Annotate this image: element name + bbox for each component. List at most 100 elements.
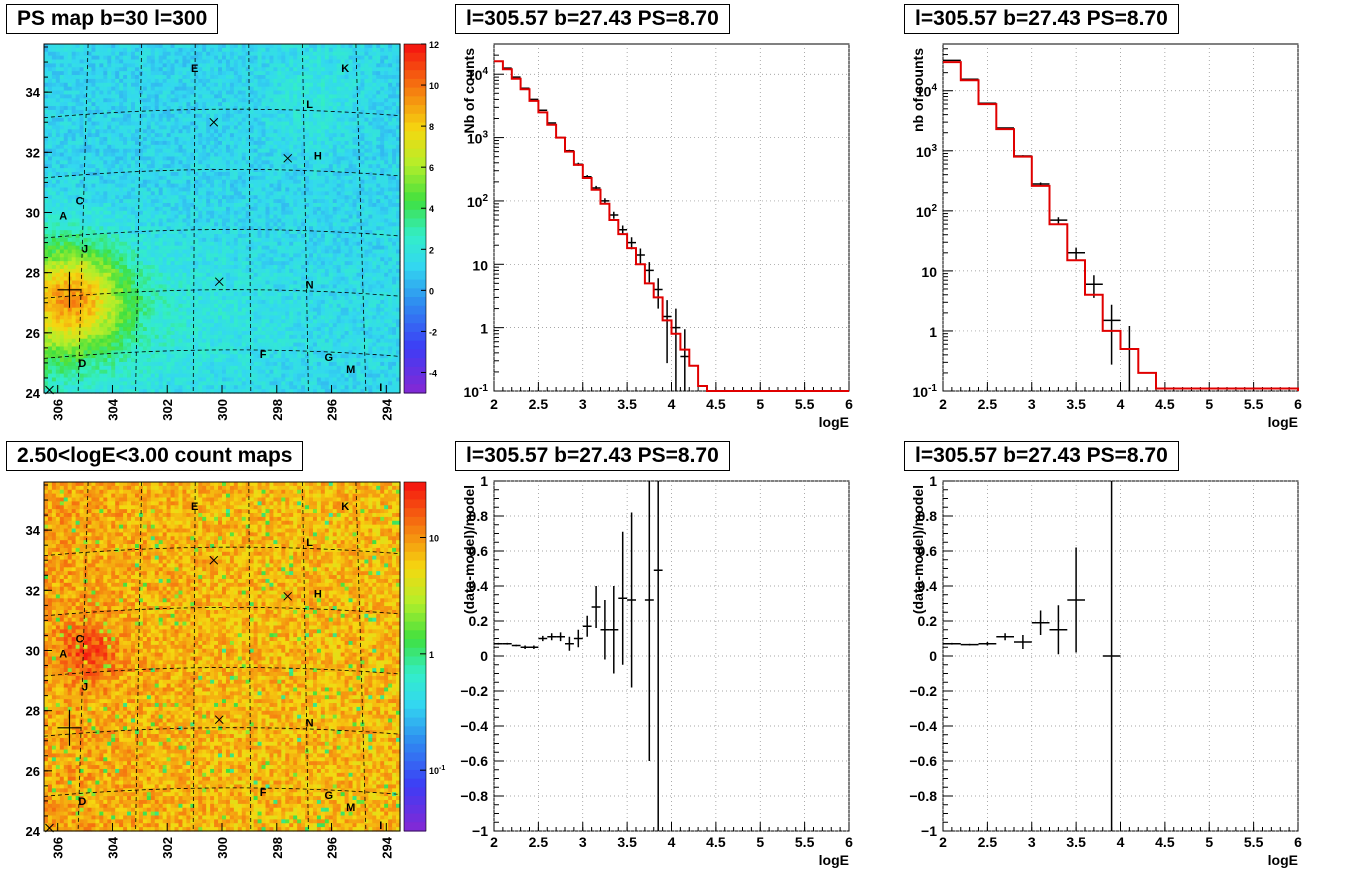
count-x-tick-label: 302 <box>160 837 175 859</box>
count-colorbar-tick-label: 10 <box>429 534 439 544</box>
count-colorbar-tick-label: 1 <box>429 650 434 660</box>
spec2-y-tick-label: 10 <box>921 264 937 280</box>
residual-title-1: l=305.57 b=27.43 PS=8.70 <box>455 441 730 471</box>
spec2-y-axis-label: nb of counts <box>910 48 926 132</box>
count-x-tick-label: 298 <box>270 837 285 859</box>
count-source-label-K: K <box>341 501 349 513</box>
ps-source-label-A: A <box>59 210 67 222</box>
res1-y-tick-label: 0 <box>480 648 488 664</box>
count-heatmap-cells <box>44 482 401 832</box>
res2-y-tick-label: −0.4 <box>909 718 937 734</box>
count-x-tick-label: 294 <box>379 836 394 858</box>
ps-y-tick-label: 34 <box>26 85 41 100</box>
res1-x-axis-label: logE <box>819 852 849 868</box>
count-y-tick-label: 28 <box>26 704 40 719</box>
res1-y-tick-label: 1 <box>480 473 488 489</box>
res1-x-tick-label: 3.5 <box>617 834 637 850</box>
res2-y-axis-label: (data-model)/model <box>910 485 926 614</box>
ps-colorbar-tick-label: -2 <box>429 327 437 337</box>
res2-y-tick-label: −1 <box>921 823 937 839</box>
count-x-tick-label: 304 <box>105 836 120 858</box>
res2-x-tick-label: 3 <box>1028 834 1036 850</box>
res1-x-tick-label: 3 <box>579 834 587 850</box>
res1-x-tick-label: 5.5 <box>795 834 815 850</box>
spec1-data-point <box>512 77 521 78</box>
ps-source-label-G: G <box>325 352 334 364</box>
count-source-label-G: G <box>325 790 334 802</box>
res1-x-tick-label: 4.5 <box>706 834 726 850</box>
spec1-x-axis-label: logE <box>819 414 849 430</box>
res2-x-tick-label: 4.5 <box>1155 834 1175 850</box>
ps-x-tick-label: 302 <box>160 399 175 421</box>
res1-y-tick-label: −0.6 <box>460 753 488 769</box>
ps-colorbar-tick-label: 6 <box>429 163 434 173</box>
res2-residual-point <box>961 644 979 646</box>
ps-x-tick-label: 306 <box>51 399 66 421</box>
spec1-y-tick-label: 10 <box>472 257 488 273</box>
ps-source-label-K: K <box>341 63 349 75</box>
spec2-x-tick-label: 3.5 <box>1066 396 1086 412</box>
spec2-y-tick-label: 103 <box>916 143 938 160</box>
spec1-x-tick-label: 4.5 <box>706 396 726 412</box>
res1-y-tick-label: −0.2 <box>460 683 488 699</box>
spec2-x-tick-label: 4.5 <box>1155 396 1175 412</box>
spec2-y-tick-label: 1 <box>929 324 937 340</box>
ps-source-label-L: L <box>306 99 313 111</box>
count-source-label-H: H <box>314 588 322 600</box>
ps-x-tick-label: 298 <box>270 399 285 421</box>
spec1-y-axis-label: Nb of counts <box>461 48 477 134</box>
res2-y-tick-label: 1 <box>929 473 937 489</box>
res2-y-tick-label: 0.2 <box>918 613 938 629</box>
spec1-x-tick-label: 2.5 <box>529 396 549 412</box>
ps-x-tick-label: 296 <box>325 399 340 421</box>
spec2-x-tick-label: 2.5 <box>978 396 998 412</box>
spec2-x-tick-label: 2 <box>939 396 947 412</box>
spec1-x-tick-label: 5.5 <box>795 396 815 412</box>
spec1-x-tick-label: 3 <box>579 396 587 412</box>
ps-colorbar <box>404 44 426 394</box>
spec1-x-tick-label: 4 <box>668 396 676 412</box>
ps-y-tick-label: 30 <box>26 205 40 220</box>
spec2-x-tick-label: 3 <box>1028 396 1036 412</box>
res1-x-tick-label: 4 <box>668 834 676 850</box>
res1-residual-point <box>512 645 521 647</box>
res2-y-tick-label: 0 <box>929 648 937 664</box>
res1-x-tick-label: 2.5 <box>529 834 549 850</box>
count-y-tick-label: 30 <box>26 643 40 658</box>
spectrum-title-1: l=305.57 b=27.43 PS=8.70 <box>455 4 730 34</box>
ps-heatmap-cells <box>44 44 401 394</box>
ps-y-tick-label: 24 <box>26 386 41 401</box>
count-colorbar-tick-label: 10-1 <box>429 765 445 776</box>
res1-y-axis-label: (data-model)/model <box>461 485 477 614</box>
spec2-x-tick-label: 6 <box>1294 396 1302 412</box>
spec1-x-tick-label: 6 <box>845 396 853 412</box>
ps-colorbar-tick-label: 4 <box>429 204 434 214</box>
count-source-label-L: L <box>306 537 313 549</box>
spec2-x-axis-label: logE <box>1268 414 1298 430</box>
ps-source-label-I: I <box>379 382 382 394</box>
spec2-y-tick-label: 10-1 <box>913 383 938 400</box>
ps-source-label-M: M <box>346 364 355 376</box>
count-y-tick-label: 26 <box>26 764 40 779</box>
count-source-label-M: M <box>346 802 355 814</box>
res1-x-tick-label: 6 <box>845 834 853 850</box>
res2-x-tick-label: 4 <box>1117 834 1125 850</box>
spec1-y-tick-label: 102 <box>467 193 489 210</box>
spec1-data-point <box>547 122 556 123</box>
res2-x-tick-label: 2 <box>939 834 947 850</box>
ps-source-label-H: H <box>314 150 322 162</box>
count-source-label-J: J <box>82 682 88 694</box>
count-source-label-A: A <box>59 648 67 660</box>
ps-x-tick-label: 304 <box>105 398 120 420</box>
ps-colorbar-tick-label: 8 <box>429 122 434 132</box>
count-y-tick-label: 32 <box>26 583 40 598</box>
res1-y-tick-label: −1 <box>472 823 488 839</box>
ps-y-tick-label: 26 <box>26 326 40 341</box>
